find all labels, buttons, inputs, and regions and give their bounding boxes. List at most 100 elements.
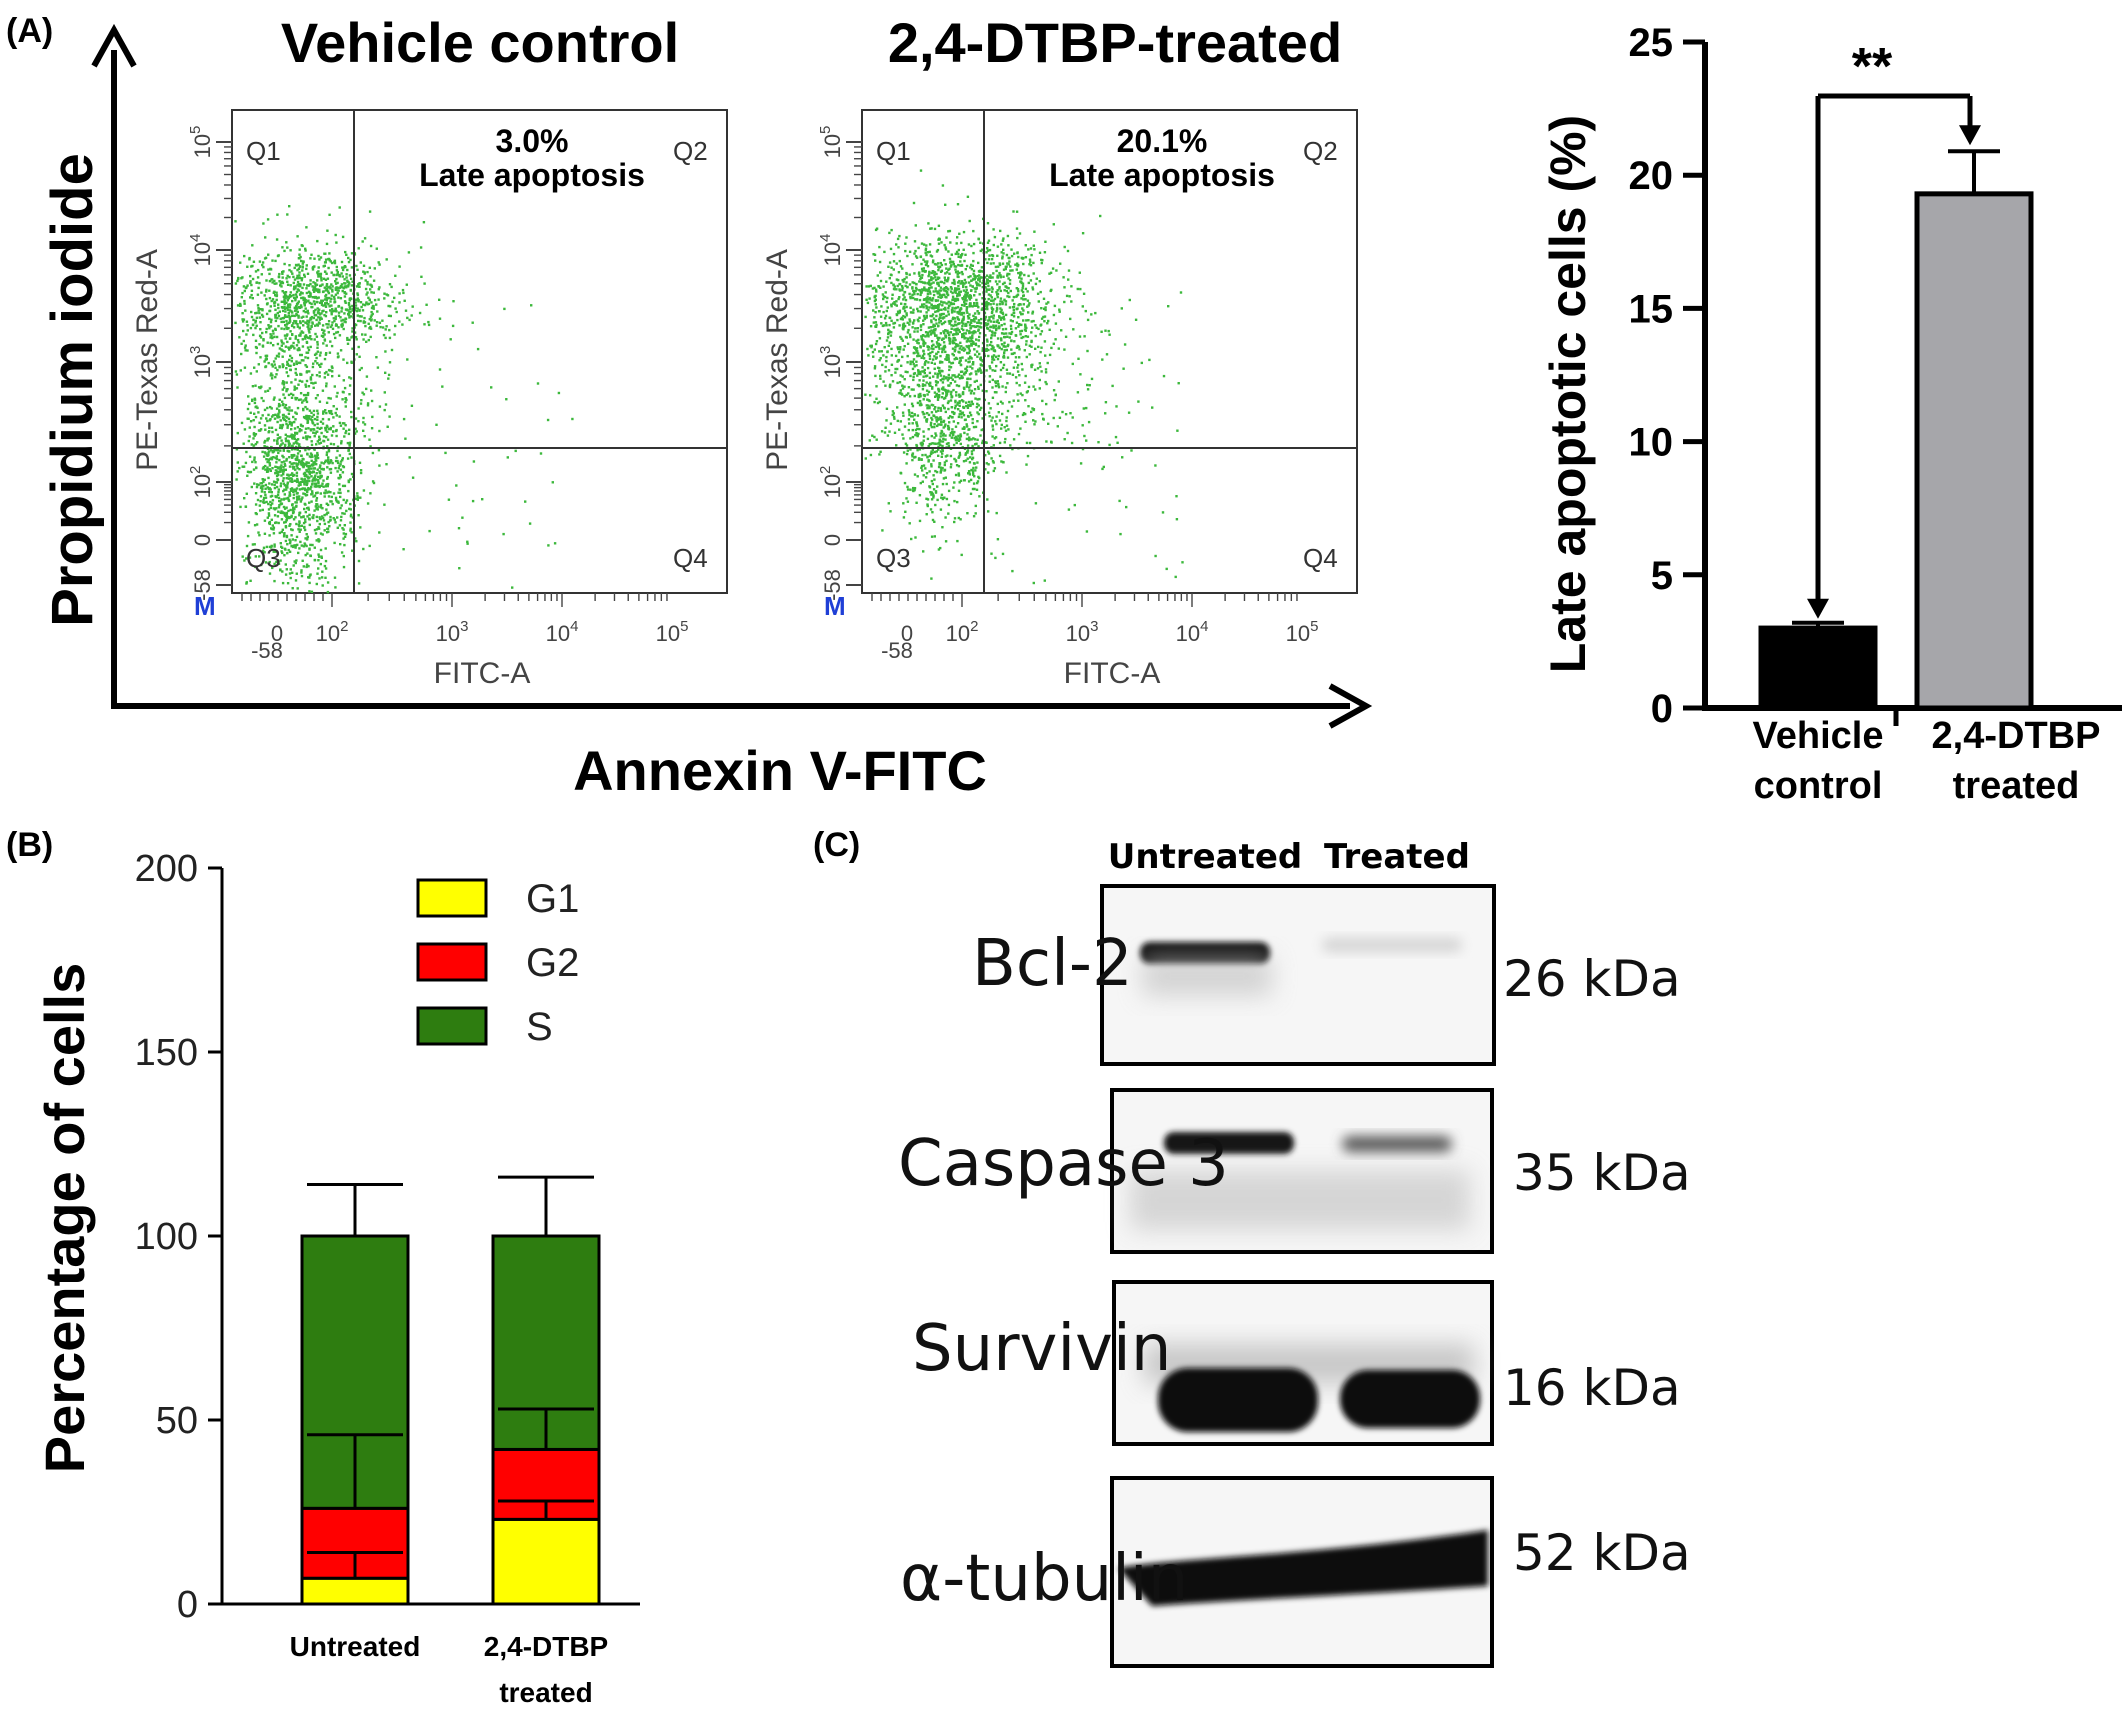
flow-dot — [299, 528, 302, 531]
flow-dot — [949, 331, 952, 334]
flow-dot — [348, 274, 352, 277]
flow-dot — [900, 337, 903, 340]
flow-dot — [378, 405, 382, 408]
flow-dot — [1009, 289, 1012, 293]
flow-dot — [298, 253, 301, 256]
flow-dot — [916, 374, 919, 377]
flow-dot — [375, 247, 378, 250]
flow-dot — [926, 265, 930, 268]
flow-dot — [944, 423, 947, 426]
flow-dot — [296, 235, 299, 238]
flow-dot — [270, 299, 273, 303]
flow-dot — [388, 361, 392, 364]
flow-dot — [295, 308, 298, 311]
flow-dot — [954, 375, 957, 379]
flow-dot — [351, 280, 354, 283]
flow-dot — [1033, 248, 1036, 251]
flow-dot — [943, 289, 946, 292]
flow-dot — [324, 429, 327, 432]
flow-dot — [278, 365, 281, 368]
flow-dot — [976, 480, 980, 483]
flow-dot — [937, 284, 941, 287]
quadrant-label: Q4 — [673, 543, 708, 573]
flow-dot — [260, 385, 263, 388]
flow-dot — [933, 414, 936, 418]
flow-dot — [990, 290, 994, 293]
flow-dot — [339, 506, 342, 510]
flow-dot — [334, 336, 337, 340]
flow-dot — [928, 279, 931, 282]
flow-dot — [314, 360, 317, 363]
flow-dot — [874, 325, 878, 328]
flow-dot — [281, 581, 285, 585]
flow-dot — [241, 465, 244, 468]
flow-dot — [309, 317, 312, 320]
flow-dot — [937, 423, 940, 426]
flow-dot — [347, 256, 350, 260]
flow-dot — [274, 327, 277, 331]
flow-dot — [299, 483, 302, 486]
flow-dot — [284, 514, 287, 517]
flow-dot — [327, 320, 331, 323]
flow-dot — [927, 274, 930, 278]
flow-dot — [254, 321, 257, 324]
flow-dot — [306, 356, 310, 360]
flow-dot — [874, 321, 878, 324]
flow-dot — [322, 462, 326, 465]
flow-dot — [297, 277, 300, 280]
flow-dot — [309, 345, 312, 349]
flow-dot — [266, 406, 269, 410]
flow-dot — [940, 430, 944, 434]
flow-dot — [905, 305, 908, 309]
flow-dot — [937, 295, 940, 299]
flow-dot — [383, 297, 386, 300]
flow-dot — [296, 438, 300, 441]
flow-dot — [246, 407, 250, 411]
flow-dot — [928, 454, 932, 458]
flow-dot — [1018, 232, 1022, 235]
flow-dot — [269, 336, 272, 339]
flow-dot — [305, 533, 308, 536]
flow-dot — [322, 331, 325, 334]
flow-dot — [923, 303, 926, 306]
flow-dot — [379, 325, 382, 329]
flow-dot — [947, 310, 950, 313]
flow-dot — [1047, 301, 1050, 304]
flow-x-axis: -580 102 103 104 105 — [241, 593, 688, 663]
flow-dot — [298, 265, 302, 268]
flow-dot — [258, 260, 262, 263]
flow-dot — [976, 411, 979, 414]
flow-dot — [326, 477, 329, 480]
flow-dot — [314, 381, 317, 384]
flow-dot — [366, 404, 370, 407]
flow-dot — [1025, 355, 1028, 359]
flow-dot — [280, 469, 283, 472]
flow-dot — [336, 330, 340, 334]
flow-dot — [981, 360, 984, 363]
flow-dot — [986, 327, 989, 330]
flow-dot — [290, 360, 293, 363]
flow-dot — [270, 363, 273, 366]
flow-dot — [339, 463, 342, 466]
flow-dot — [1002, 316, 1005, 320]
flow-dot — [909, 306, 912, 309]
quadrant-label: Q2 — [673, 136, 708, 166]
flow-dot — [906, 254, 909, 258]
flow-dot — [348, 376, 351, 379]
flow-dot — [357, 247, 360, 250]
flow-dot — [280, 461, 283, 464]
flow-dot — [930, 535, 934, 538]
flow-dot — [969, 456, 972, 459]
flow-dot — [318, 371, 321, 374]
flow-dot — [274, 495, 277, 498]
flow-dot — [312, 467, 315, 470]
flow-dot — [969, 337, 973, 340]
flow-dot — [299, 353, 302, 357]
flow-dot — [971, 367, 974, 370]
flow-dot — [315, 283, 319, 286]
flow-dot — [285, 389, 288, 393]
gate-marker: M — [194, 591, 216, 621]
flow-dot — [282, 291, 286, 294]
flow-dot — [959, 282, 962, 285]
flow-dot — [317, 296, 320, 299]
